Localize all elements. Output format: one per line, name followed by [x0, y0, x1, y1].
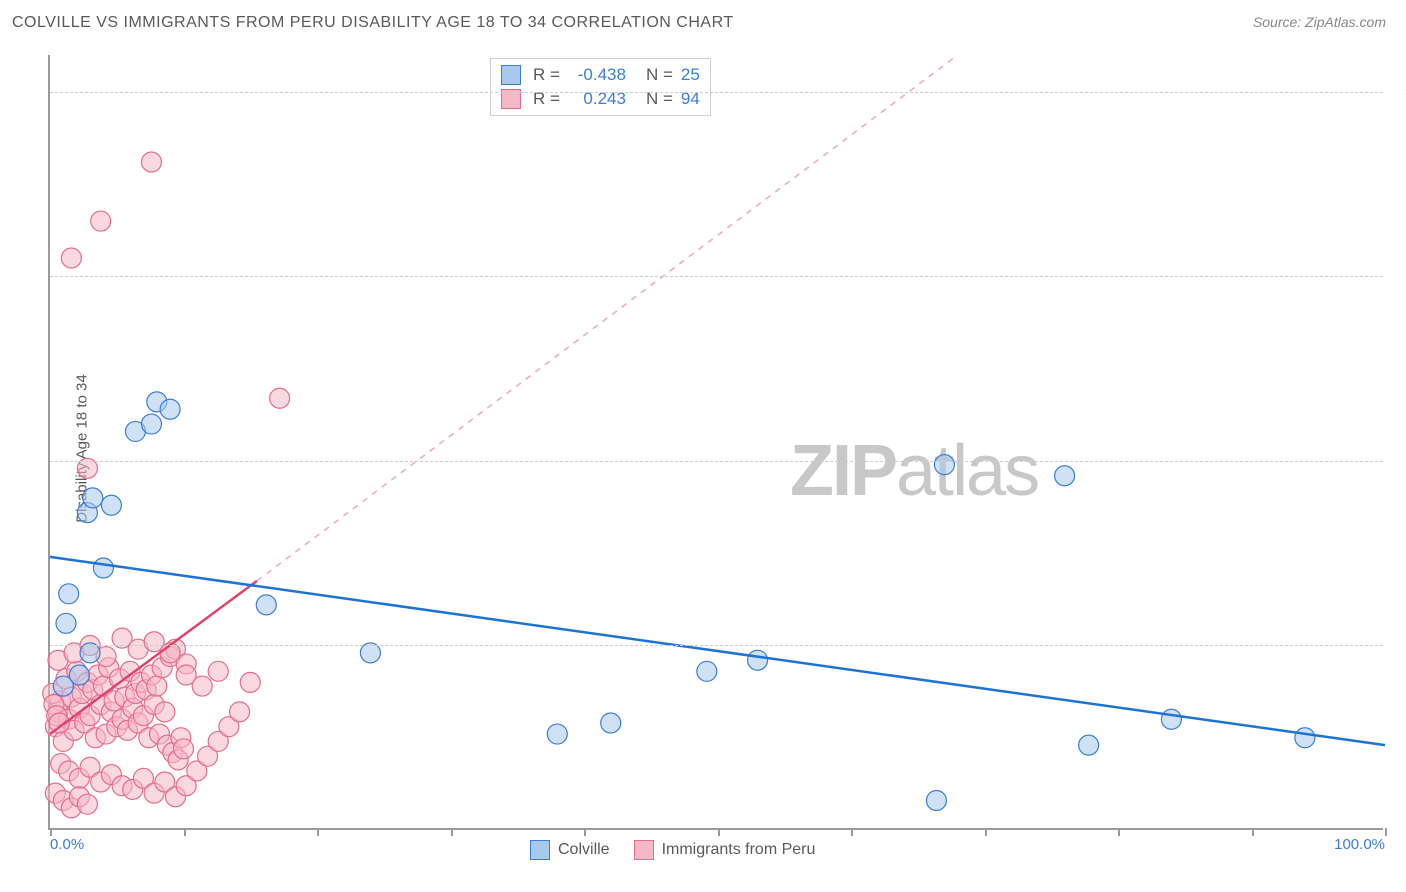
- scatter-point: [141, 414, 161, 434]
- scatter-point: [141, 152, 161, 172]
- scatter-point: [208, 661, 228, 681]
- scatter-point: [147, 676, 167, 696]
- scatter-point: [59, 584, 79, 604]
- x-tick: [451, 828, 453, 836]
- scatter-point: [1161, 709, 1181, 729]
- gridline-h: [50, 645, 1383, 646]
- scatter-point: [77, 794, 97, 814]
- x-tick: [317, 828, 319, 836]
- trend-extrapolation: [257, 55, 958, 581]
- scatter-point: [69, 665, 89, 685]
- scatter-point: [240, 672, 260, 692]
- scatter-point: [601, 713, 621, 733]
- x-tick: [851, 828, 853, 836]
- scatter-point: [697, 661, 717, 681]
- plot-svg: [50, 55, 1383, 828]
- scatter-point: [547, 724, 567, 744]
- x-tick: [718, 828, 720, 836]
- scatter-point: [160, 399, 180, 419]
- scatter-point: [56, 613, 76, 633]
- scatter-point: [174, 739, 194, 759]
- source-attribution: Source: ZipAtlas.com: [1253, 14, 1386, 30]
- scatter-point: [93, 558, 113, 578]
- gridline-h: [50, 276, 1383, 277]
- x-tick: [1118, 828, 1120, 836]
- scatter-point: [1079, 735, 1099, 755]
- x-tick-label: 100.0%: [1334, 836, 1385, 853]
- x-tick: [985, 828, 987, 836]
- scatter-point: [270, 388, 290, 408]
- scatter-point: [256, 595, 276, 615]
- x-tick: [50, 828, 52, 836]
- scatter-point: [61, 248, 81, 268]
- series-legend: Colville Immigrants from Peru: [530, 840, 815, 860]
- scatter-point: [926, 790, 946, 810]
- scatter-point: [1295, 728, 1315, 748]
- x-tick-label: 0.0%: [50, 836, 84, 853]
- scatter-point: [91, 211, 111, 231]
- plot-area: ZIPatlas R = -0.438 N = 25 R = 0.243 N =…: [48, 55, 1383, 830]
- trend-line: [50, 557, 1385, 745]
- scatter-point: [1055, 466, 1075, 486]
- scatter-point: [155, 702, 175, 722]
- scatter-point: [934, 455, 954, 475]
- legend-swatch-1: [634, 840, 654, 860]
- x-tick: [1385, 828, 1387, 836]
- legend-item-1: Immigrants from Peru: [634, 840, 816, 860]
- gridline-h: [50, 92, 1383, 93]
- chart-title: COLVILLE VS IMMIGRANTS FROM PERU DISABIL…: [12, 14, 734, 32]
- scatter-point: [748, 650, 768, 670]
- scatter-point: [192, 676, 212, 696]
- gridline-h: [50, 461, 1383, 462]
- scatter-point: [230, 702, 250, 722]
- legend-label-1: Immigrants from Peru: [662, 841, 816, 859]
- x-tick: [1252, 828, 1254, 836]
- x-tick: [184, 828, 186, 836]
- x-tick: [584, 828, 586, 836]
- legend-label-0: Colville: [558, 841, 610, 859]
- scatter-point: [83, 488, 103, 508]
- legend-item-0: Colville: [530, 840, 610, 860]
- scatter-point: [101, 495, 121, 515]
- legend-swatch-0: [530, 840, 550, 860]
